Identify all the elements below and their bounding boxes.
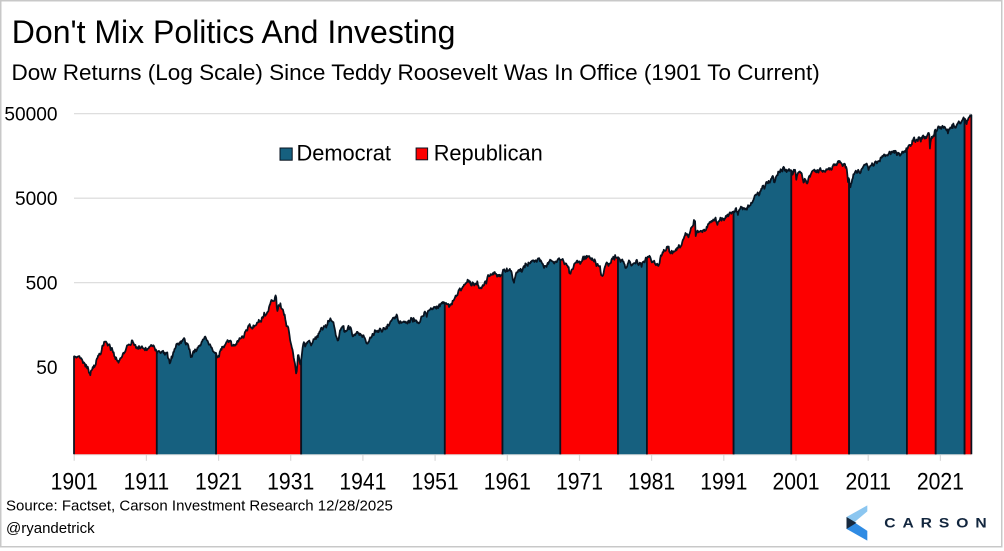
svg-text:500: 500 [26, 273, 58, 294]
svg-text:2011: 2011 [845, 468, 891, 494]
svg-text:Republican: Republican [434, 141, 543, 166]
svg-text:1941: 1941 [339, 468, 386, 494]
svg-text:2001: 2001 [772, 468, 819, 494]
svg-text:50: 50 [36, 358, 57, 379]
svg-text:1961: 1961 [484, 468, 531, 494]
svg-text:50000: 50000 [4, 104, 57, 125]
svg-text:1971: 1971 [556, 468, 603, 494]
svg-text:CARSON: CARSON [884, 516, 993, 531]
svg-text:1911: 1911 [124, 468, 170, 494]
svg-text:Source: Factset, Carson Invest: Source: Factset, Carson Investment Resea… [6, 498, 393, 515]
svg-text:1901: 1901 [51, 468, 98, 494]
svg-text:Dow Returns (Log Scale) Since: Dow Returns (Log Scale) Since Teddy Roos… [12, 60, 820, 85]
svg-text:1921: 1921 [195, 468, 242, 494]
svg-text:@ryandetrick: @ryandetrick [6, 520, 95, 537]
svg-text:2021: 2021 [917, 468, 964, 494]
svg-text:1981: 1981 [628, 468, 675, 494]
svg-text:1951: 1951 [412, 468, 459, 494]
svg-text:Democrat: Democrat [297, 141, 391, 166]
svg-text:5000: 5000 [15, 189, 57, 210]
svg-text:1931: 1931 [267, 468, 314, 494]
svg-text:1991: 1991 [700, 468, 747, 494]
svg-text:Don't Mix Politics And Investi: Don't Mix Politics And Investing [12, 14, 456, 50]
